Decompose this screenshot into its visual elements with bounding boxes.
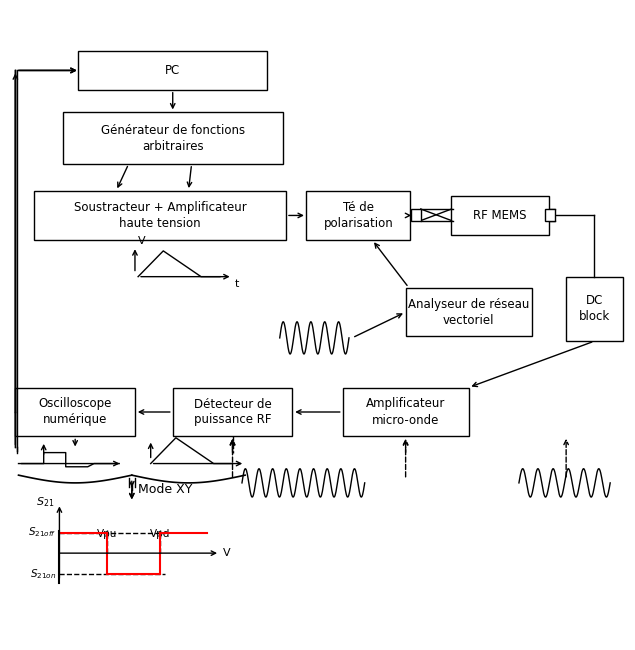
Text: Détecteur de
puissance RF: Détecteur de puissance RF — [194, 398, 271, 426]
Text: $S_{21off}$: $S_{21off}$ — [28, 526, 57, 540]
Text: Vpd: Vpd — [150, 529, 170, 539]
Text: t: t — [234, 279, 239, 289]
Text: Mode XY: Mode XY — [138, 483, 192, 496]
Bar — [34, 191, 286, 240]
Text: V: V — [138, 237, 145, 246]
Bar — [411, 209, 421, 220]
Text: V: V — [223, 548, 231, 558]
Bar — [78, 51, 267, 90]
Text: Té de
polarisation: Té de polarisation — [324, 201, 393, 230]
Text: Générateur de fonctions
arbitraires: Générateur de fonctions arbitraires — [101, 124, 244, 153]
Bar — [63, 112, 283, 164]
Text: Soustracteur + Amplificateur
haute tension: Soustracteur + Amplificateur haute tensi… — [74, 201, 246, 230]
Text: Analyseur de réseau
vectoriel: Analyseur de réseau vectoriel — [408, 298, 529, 326]
Bar — [173, 388, 292, 436]
Text: $S_{21on}$: $S_{21on}$ — [30, 567, 57, 581]
Bar — [307, 191, 410, 240]
Bar — [545, 209, 556, 220]
Text: PC: PC — [165, 64, 180, 77]
Bar — [15, 388, 135, 436]
Text: RF MEMS: RF MEMS — [473, 209, 527, 222]
Text: Amplificateur
micro-onde: Amplificateur micro-onde — [366, 398, 445, 426]
Text: DC
block: DC block — [579, 294, 610, 324]
Bar — [343, 388, 469, 436]
Text: $S_{21}$: $S_{21}$ — [36, 495, 55, 509]
Text: Oscilloscope
numérique: Oscilloscope numérique — [39, 398, 112, 426]
Bar — [451, 196, 549, 235]
Bar — [406, 288, 531, 336]
Text: Vpu: Vpu — [97, 529, 117, 539]
Bar — [566, 277, 623, 341]
